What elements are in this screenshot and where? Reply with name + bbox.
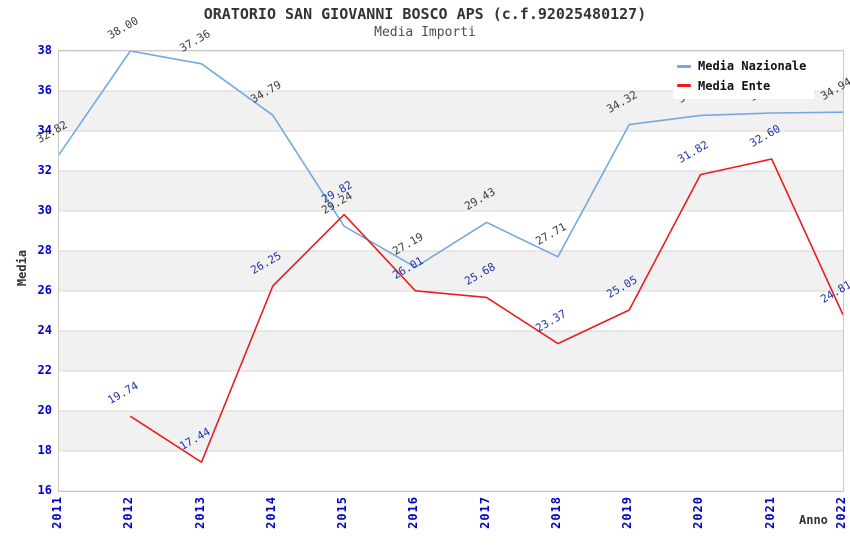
y-tick-label: 36 [37, 83, 52, 97]
legend-item-media-ente: Media Ente [673, 80, 814, 92]
chart-title: ORATORIO SAN GIOVANNI BOSCO APS (c.f.920… [203, 5, 647, 23]
legend-item-media-nazionale: Media Nazionale [673, 60, 814, 72]
y-tick-label: 34 [37, 123, 52, 137]
x-tick-label: 2021 [762, 496, 777, 529]
legend: Media Nazionale Media Ente [673, 53, 814, 99]
y-tick-label: 20 [37, 403, 52, 417]
x-tick-label: 2017 [477, 496, 492, 529]
y-tick-label: 24 [37, 323, 52, 337]
chart-subtitle: Media Importi [374, 25, 476, 40]
legend-swatch-media-nazionale [677, 64, 691, 68]
x-tick-label: 2019 [620, 496, 635, 529]
x-tick-label: 2011 [50, 496, 64, 529]
series-line-media-nazionale [59, 51, 843, 268]
y-tick-label: 16 [37, 483, 52, 497]
chart-plot-area [58, 50, 844, 492]
chart-lines-svg [59, 51, 843, 491]
x-axis-title: Anno [799, 513, 828, 527]
legend-label: Media Ente [698, 78, 771, 93]
x-tick-label: 2018 [548, 496, 563, 529]
y-tick-label: 22 [37, 363, 52, 377]
x-tick-label: 2013 [192, 496, 207, 529]
y-tick-label: 26 [37, 283, 52, 297]
x-tick-label: 2020 [691, 496, 706, 529]
y-tick-label: 32 [37, 163, 52, 177]
y-tick-label: 38 [37, 43, 52, 57]
y-tick-label: 30 [37, 203, 52, 217]
x-tick-label: 2012 [121, 496, 136, 529]
x-tick-label: 2016 [406, 496, 421, 529]
y-tick-label: 28 [37, 243, 52, 257]
x-tick-label: 2014 [263, 496, 278, 529]
y-tick-label: 18 [37, 443, 52, 457]
x-tick-label: 2015 [335, 496, 350, 529]
x-tick-label: 2022 [834, 496, 848, 529]
legend-label: Media Nazionale [698, 59, 807, 74]
legend-swatch-media-ente [677, 84, 691, 88]
series-line-media-ente [129, 158, 843, 464]
